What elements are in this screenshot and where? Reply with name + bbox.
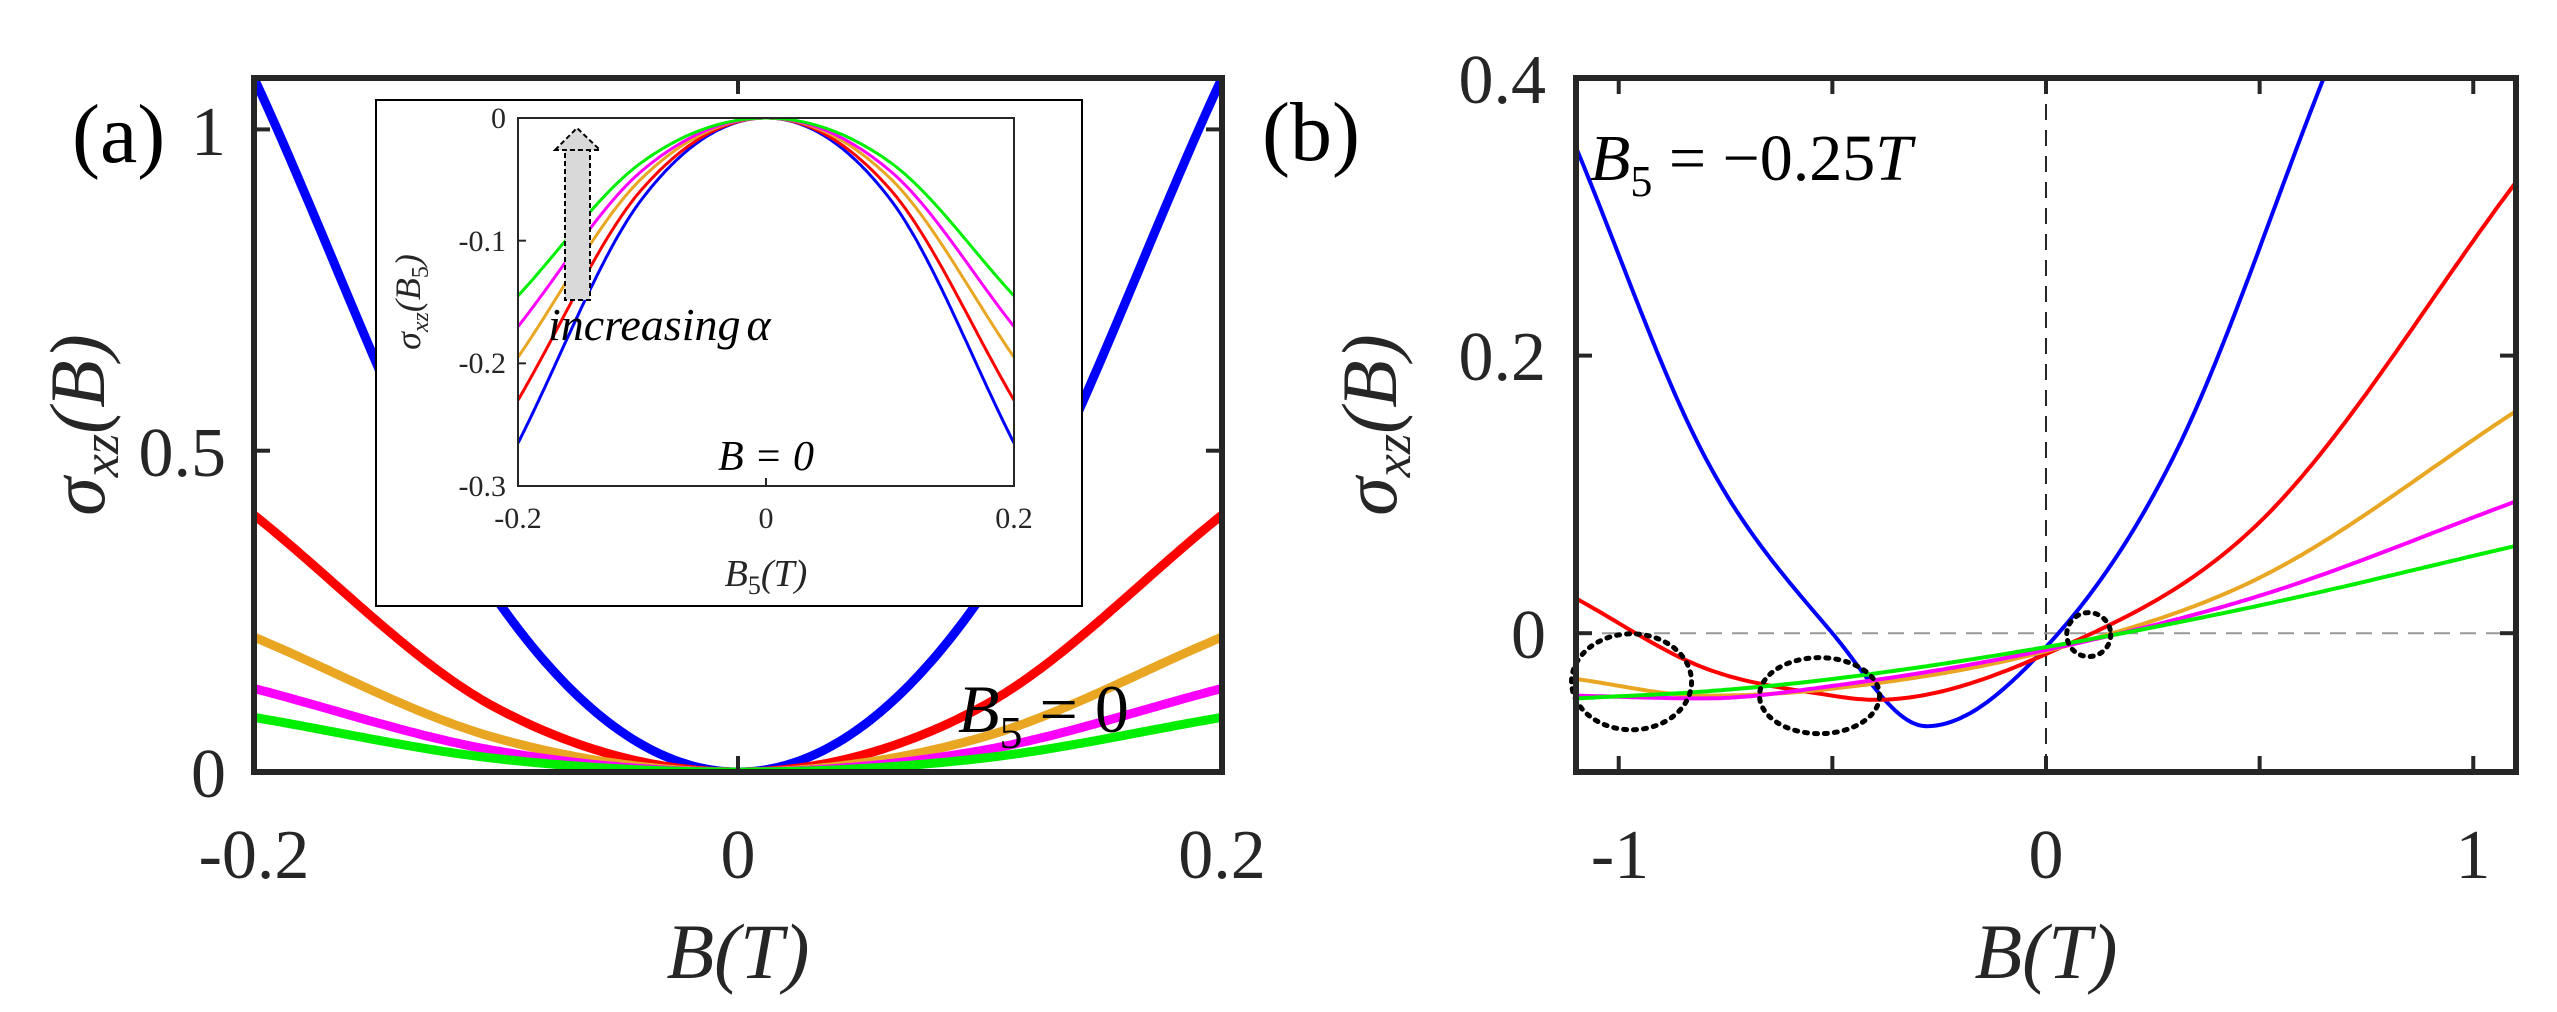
panel-b-highlight-circle-0 [1569, 631, 1695, 733]
panel-a-annotation-b5: B5 = 0 [958, 671, 1129, 758]
panel-b: (b) -1 0 1 0 0.2 0.4 B(T) σxz(B) B5 = −0… [1262, 42, 2519, 995]
panel-b-ytick-label-1: 0.2 [1459, 319, 1547, 396]
panel-b-highlights [1569, 610, 2114, 737]
panel-a-ytick-label-0: 0 [191, 736, 226, 813]
inset-xtick-label-2: 0.2 [995, 502, 1033, 535]
panel-b-ytick-label-0: 0 [1511, 597, 1546, 674]
panel-a-series-red [254, 511, 1222, 772]
inset-ytick-label-3: -0.3 [459, 470, 507, 503]
panel-a-x-axis-label: B(T) [667, 908, 810, 995]
panel-b-xtick-label-2: 1 [2456, 817, 2491, 894]
inset-ytick-label-2: -0.2 [459, 347, 507, 380]
increasing-arrow-shaft [564, 147, 591, 301]
inset-ytick-label-1: -0.1 [459, 225, 507, 258]
inset-arrow-text: increasing α [548, 299, 772, 350]
panel-a-series-orange [254, 632, 1222, 772]
inset-ytick-label-0: 0 [491, 102, 506, 135]
panel-b-guides [1576, 78, 2516, 772]
inset-ticks [517, 117, 1015, 487]
panel-b-highlight-circle-1 [1757, 655, 1883, 737]
inset-series-blue [518, 118, 1014, 444]
panel-a: (a) -0.2 0 0.2 0 0.5 1 B(T) σxz(B) B5 = … [34, 75, 1266, 995]
panel-b-ticks [1576, 76, 2516, 772]
inset-y-axis-label: σxz(B5) [388, 254, 434, 350]
inset-xtick-label-1: 0 [759, 502, 774, 535]
panel-a-y-axis-label: σxz(B) [34, 334, 130, 515]
inset-frame [375, 99, 1083, 607]
panel-b-plot-area [1569, 75, 2519, 775]
panel-a-xtick-label-2: 0.2 [1178, 817, 1266, 894]
panel-b-xtick-label-0: -1 [1591, 817, 1649, 894]
panel-b-label: (b) [1262, 86, 1360, 179]
panel-a-ytick-label-2: 1 [191, 94, 226, 171]
panel-a-label: (a) [72, 88, 165, 181]
panel-a-series-magenta [254, 684, 1222, 772]
increasing-arrow [552, 126, 603, 301]
panel-b-highlight-circle-2 [2064, 610, 2114, 660]
panel-b-series-group [1576, 78, 2516, 729]
panel-b-series-red [1576, 180, 2516, 702]
inset-series-red [518, 118, 1014, 401]
panel-b-ytick-label-2: 0.4 [1459, 42, 1547, 119]
panel-a-ticks [252, 78, 1224, 774]
panel-b-annotation-b5: B5 = −0.25T [1590, 122, 1916, 206]
inset: -0.2 0 0.2 0 -0.1 -0.2 -0.3 B5(T) σxz(B5… [375, 99, 1083, 607]
panel-b-y-axis-label: σxz(B) [1326, 334, 1422, 515]
inset-series-orange [518, 118, 1014, 359]
inset-xtick-label-0: -0.2 [494, 502, 542, 535]
panel-a-xtick-label-0: -0.2 [199, 817, 310, 894]
panel-b-series-green [1576, 543, 2516, 701]
panel-b-xtick-label-1: 0 [2029, 817, 2064, 894]
panel-a-ytick-label-1: 0.5 [139, 415, 227, 492]
increasing-arrow-head [552, 126, 603, 151]
panel-a-xtick-label-1: 0 [721, 817, 756, 894]
panel-b-series-blue [1576, 78, 2326, 729]
inset-series-magenta [518, 118, 1014, 328]
panel-a-series-green [254, 712, 1222, 772]
panel-b-x-axis-label: B(T) [1975, 908, 2118, 995]
panel-b-series-magenta [1576, 499, 2516, 701]
inset-annotation: B = 0 [718, 434, 814, 480]
inset-series-group [518, 118, 1014, 444]
inset-x-axis-label: B5(T) [725, 553, 808, 600]
inset-series-green [518, 118, 1014, 297]
